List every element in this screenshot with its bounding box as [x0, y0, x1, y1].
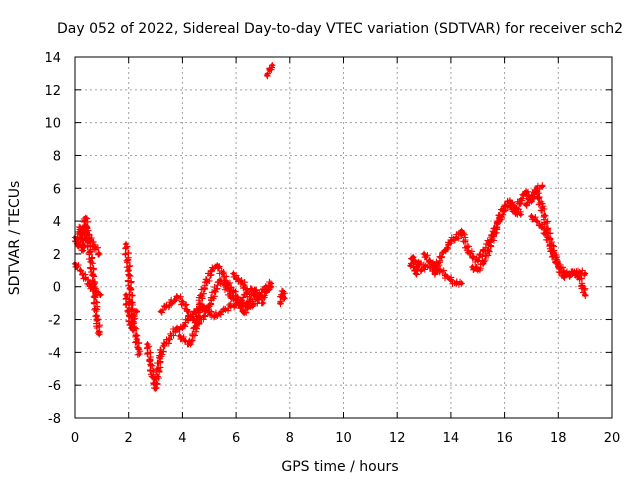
x-tick-label: 4 — [178, 431, 186, 446]
y-tick-labels: -8 -6 -4 -2 0 2 4 6 8 10 12 14 — [44, 51, 61, 427]
series-markers — [522, 187, 589, 299]
x-tick-label: 18 — [550, 431, 567, 446]
y-tick-label: 10 — [44, 117, 61, 132]
series-markers — [176, 262, 275, 348]
y-tick-label: -6 — [48, 379, 61, 394]
series-pass-11 — [263, 62, 276, 80]
x-tick-label: 14 — [443, 431, 460, 446]
series-markers — [71, 260, 104, 299]
y-tick-label: 2 — [53, 248, 61, 263]
y-tick-label: 12 — [44, 84, 61, 99]
series-pass-12 — [407, 182, 546, 278]
series-pass-10 — [277, 287, 288, 308]
tick-marks — [74, 56, 613, 419]
y-axis-label: SDTVAR / TECUs — [7, 181, 23, 296]
chart-title: Day 052 of 2022, Sidereal Day-to-day VTE… — [57, 21, 623, 37]
y-tick-label: -2 — [48, 314, 61, 329]
series-pass-9 — [230, 270, 251, 294]
series-pass-3 — [79, 226, 103, 258]
series-markers — [122, 291, 140, 332]
series-pass-8 — [176, 262, 275, 348]
x-axis-label: GPS time / hours — [281, 459, 398, 475]
series-markers — [528, 213, 589, 280]
x-tick-labels: 0 2 4 6 8 10 12 14 16 18 20 — [71, 431, 620, 446]
x-tick-label: 6 — [232, 431, 240, 446]
grid — [75, 57, 612, 418]
y-tick-label: -4 — [48, 346, 61, 361]
series-markers — [420, 250, 465, 288]
series-pass-15 — [522, 187, 589, 299]
series-pass-5 — [122, 291, 140, 332]
series-markers — [469, 198, 524, 274]
x-tick-label: 10 — [335, 431, 352, 446]
series-pass-13 — [420, 250, 465, 288]
y-tick-label: 8 — [53, 149, 61, 164]
x-tick-label: 12 — [389, 431, 406, 446]
series-markers — [79, 226, 103, 258]
series-markers — [230, 270, 251, 294]
x-tick-label: 20 — [604, 431, 621, 446]
x-tick-label: 2 — [125, 431, 133, 446]
series-pass-16 — [528, 213, 589, 280]
series-markers — [277, 287, 288, 308]
x-tick-label: 0 — [71, 431, 79, 446]
y-tick-label: 6 — [53, 182, 61, 197]
y-tick-label: 0 — [53, 281, 61, 296]
series-markers — [263, 62, 276, 80]
x-tick-label: 8 — [286, 431, 294, 446]
y-tick-label: 14 — [44, 51, 61, 66]
y-tick-label: -8 — [48, 412, 61, 427]
series-pass-2 — [71, 260, 104, 299]
series-pass-14 — [469, 198, 524, 274]
y-tick-label: 4 — [53, 215, 61, 230]
data-layer — [71, 62, 589, 392]
x-tick-label: 16 — [496, 431, 513, 446]
